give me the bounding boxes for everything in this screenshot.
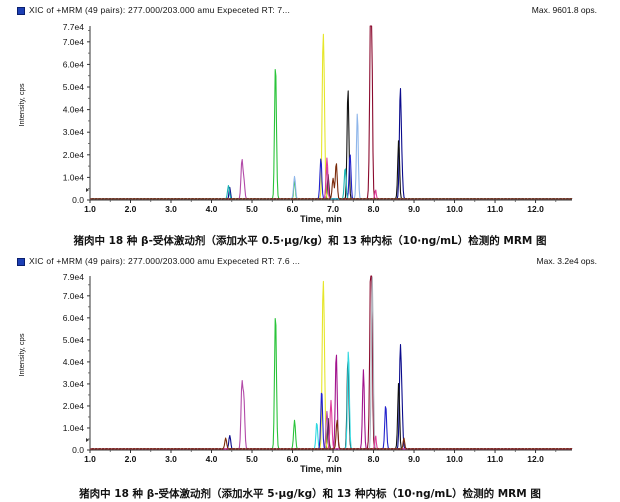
series-line (89, 379, 573, 450)
series-line (89, 399, 573, 450)
y-axis-label: Intensity, cps (17, 333, 26, 376)
x-tick-label: 11.0 (487, 204, 503, 214)
series-line (89, 275, 573, 450)
series-line (89, 33, 573, 200)
axis-marker (86, 188, 89, 192)
x-tick-label: 1.0 (84, 454, 96, 464)
y-tick-label: 0.0 (72, 445, 84, 455)
chart-header-right-2: Max. 3.2e4 ops. (536, 256, 597, 266)
series-legend-square-icon (17, 258, 25, 266)
x-tick-label: 10.0 (446, 204, 463, 214)
series-line (89, 90, 573, 200)
y-tick-label: 1.0e4 (63, 423, 85, 433)
y-tick-label: 7.0e4 (63, 291, 85, 301)
chart-header-left-2: XIC of +MRM (49 pairs): 277.000/203.000 … (29, 256, 301, 266)
y-tick-label: 7.0e4 (63, 37, 85, 47)
x-tick-label: 11.0 (487, 454, 503, 464)
x-tick-label: 10.0 (446, 454, 463, 464)
x-tick-label: 1.0 (84, 204, 96, 214)
x-tick-label: 4.0 (206, 204, 218, 214)
y-tick-label: 2.0e4 (63, 150, 85, 160)
y-tick-label: 6.0e4 (63, 59, 85, 69)
x-tick-label: 5.0 (246, 204, 258, 214)
series-line (89, 25, 573, 200)
y-axis-label: Intensity, cps (17, 83, 26, 126)
chromatogram-chart-2: 7.9e4 0.0 1.0e4 2.0e4 3.0e4 4.0e4 5.0e4 6.0e4 7.… (17, 272, 573, 474)
y-tick-label: 3.0e4 (63, 127, 85, 137)
x-tick-label: 9.0 (408, 454, 420, 464)
chart-caption-2: 猪肉中 18 种 β-受体激动剂（添加水平 5·μg/kg）和 13 种内标（1… (79, 488, 541, 500)
chart-header-2: XIC of +MRM (49 pairs): 277.000/203.000 … (17, 256, 597, 270)
y-top-label: 7.7e4 (63, 22, 85, 32)
y-tick-label: 4.0e4 (63, 357, 85, 367)
y-tick-label: 0.0 (72, 195, 84, 205)
series-line (89, 318, 573, 450)
x-tick-label: 8.0 (368, 204, 380, 214)
chart-header-left-1: XIC of +MRM (49 pairs): 277.000/203.000 … (29, 5, 290, 15)
series-legend-square-icon (17, 7, 25, 15)
series-line (89, 68, 573, 200)
y-tick-label: 2.0e4 (63, 401, 85, 411)
y-tick-label: 5.0e4 (63, 82, 85, 92)
series-line (89, 163, 573, 200)
chromatogram-chart-1: 7.7e4 0.0 1.0e4 2.0e4 3.0e4 4.0e4 5.0e4 6.0e4 7.… (17, 22, 573, 224)
x-tick-label: 4.0 (206, 454, 218, 464)
y-tick-label: 3.0e4 (63, 379, 85, 389)
series-line (89, 113, 573, 200)
y-tick-label: 6.0e4 (63, 313, 85, 323)
x-tick-label: 12.0 (527, 454, 544, 464)
x-tick-label: 3.0 (165, 454, 177, 464)
series-line (89, 419, 573, 450)
x-tick-label: 6.0 (287, 454, 299, 464)
chart-header-right-1: Max. 9601.8 ops. (531, 5, 597, 15)
x-tick-label: 7.0 (327, 454, 339, 464)
series-line (89, 154, 573, 200)
x-tick-label: 6.0 (287, 204, 299, 214)
x-tick-label: 2.0 (125, 454, 137, 464)
series-line (89, 276, 573, 450)
x-tick-label: 2.0 (125, 204, 137, 214)
series-line (89, 88, 573, 200)
axis-marker (86, 438, 89, 442)
x-tick-label: 8.0 (368, 454, 380, 464)
chart-header-1: XIC of +MRM (49 pairs): 277.000/203.000 … (17, 5, 597, 19)
series-line (89, 157, 573, 200)
x-tick-label: 3.0 (165, 204, 177, 214)
x-tick-label: 9.0 (408, 204, 420, 214)
x-axis-label: Time, min (300, 214, 342, 224)
x-axis-label: Time, min (300, 464, 342, 474)
y-tick-label: 1.0e4 (63, 172, 85, 182)
chromatogram-panel-1: XIC of +MRM (49 pairs): 277.000/203.000 … (0, 0, 620, 250)
chart-caption-1: 猪肉中 18 种 β-受体激动剂（添加水平 0.5·μg/kg）和 13 种内标… (73, 235, 547, 247)
y-tick-label: 4.0e4 (63, 105, 85, 115)
x-tick-label: 7.0 (327, 204, 339, 214)
series-line (89, 280, 573, 450)
series-line (89, 344, 573, 450)
x-tick-label: 12.0 (527, 204, 544, 214)
y-top-label: 7.9e4 (63, 272, 85, 282)
y-tick-label: 5.0e4 (63, 335, 85, 345)
x-tick-label: 5.0 (246, 454, 258, 464)
chromatogram-panel-2: XIC of +MRM (49 pairs): 277.000/203.000 … (0, 252, 620, 502)
